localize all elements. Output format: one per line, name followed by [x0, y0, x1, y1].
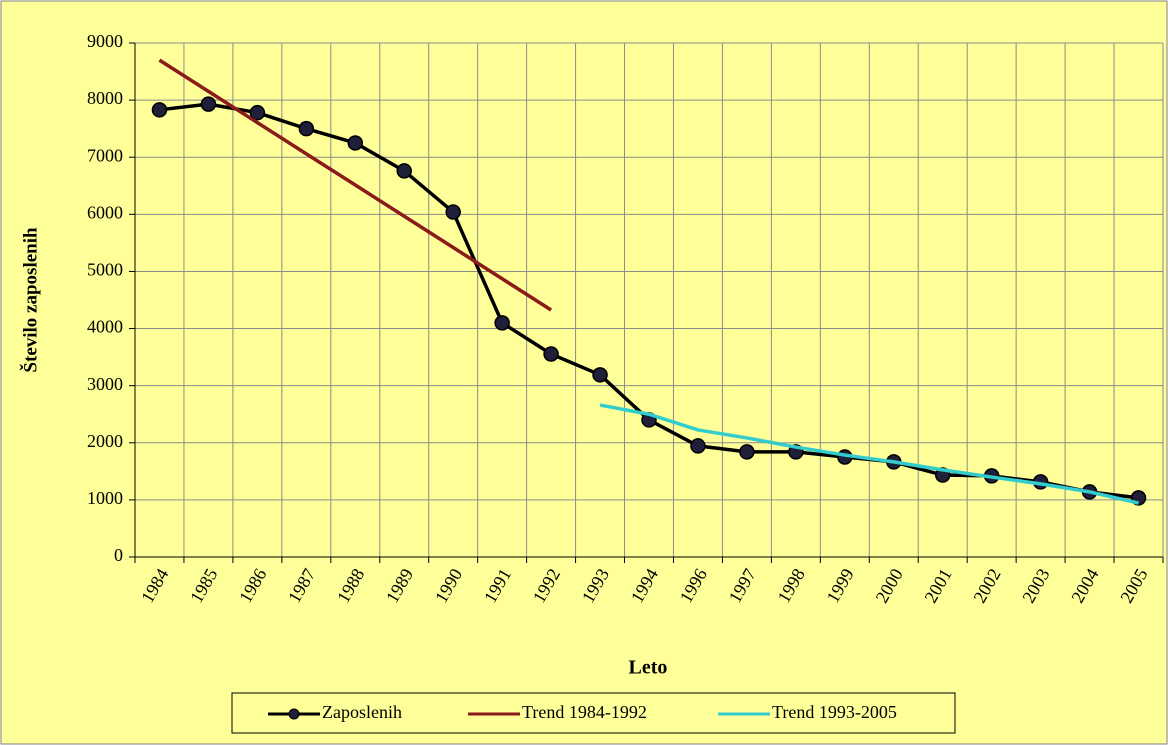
y-axis-label: Število zaposlenih [19, 227, 41, 373]
legend-label: Trend 1993-2005 [772, 702, 897, 722]
data-point [347, 135, 364, 151]
y-tick-label: 3000 [87, 374, 123, 394]
y-tick-label: 0 [114, 545, 123, 565]
data-point [151, 102, 168, 118]
y-tick-label: 4000 [87, 317, 123, 337]
data-point [249, 104, 266, 121]
data-point [543, 346, 559, 362]
y-tick-label: 7000 [87, 145, 123, 165]
data-point [298, 120, 315, 137]
y-tick-label: 5000 [87, 260, 123, 280]
data-point [592, 367, 608, 383]
y-tick-label: 8000 [87, 88, 123, 108]
x-axis-label: Leto [629, 657, 668, 679]
legend-box [231, 692, 956, 734]
legend-marker [288, 708, 300, 720]
data-point [445, 204, 461, 220]
series-line [599, 403, 1139, 505]
y-tick-label: 1000 [87, 488, 123, 508]
y-tick-label: 6000 [87, 202, 123, 222]
y-tick-label: 9000 [87, 31, 123, 51]
data-point [494, 315, 510, 331]
legend-label: Zaposlenih [322, 702, 402, 722]
data-point [690, 438, 706, 454]
series-line [158, 58, 553, 312]
data-point [739, 444, 755, 460]
legend-label: Trend 1984-1992 [522, 702, 647, 722]
data-point [200, 96, 217, 112]
y-tick-label: 2000 [87, 431, 123, 451]
data-point [396, 163, 412, 179]
